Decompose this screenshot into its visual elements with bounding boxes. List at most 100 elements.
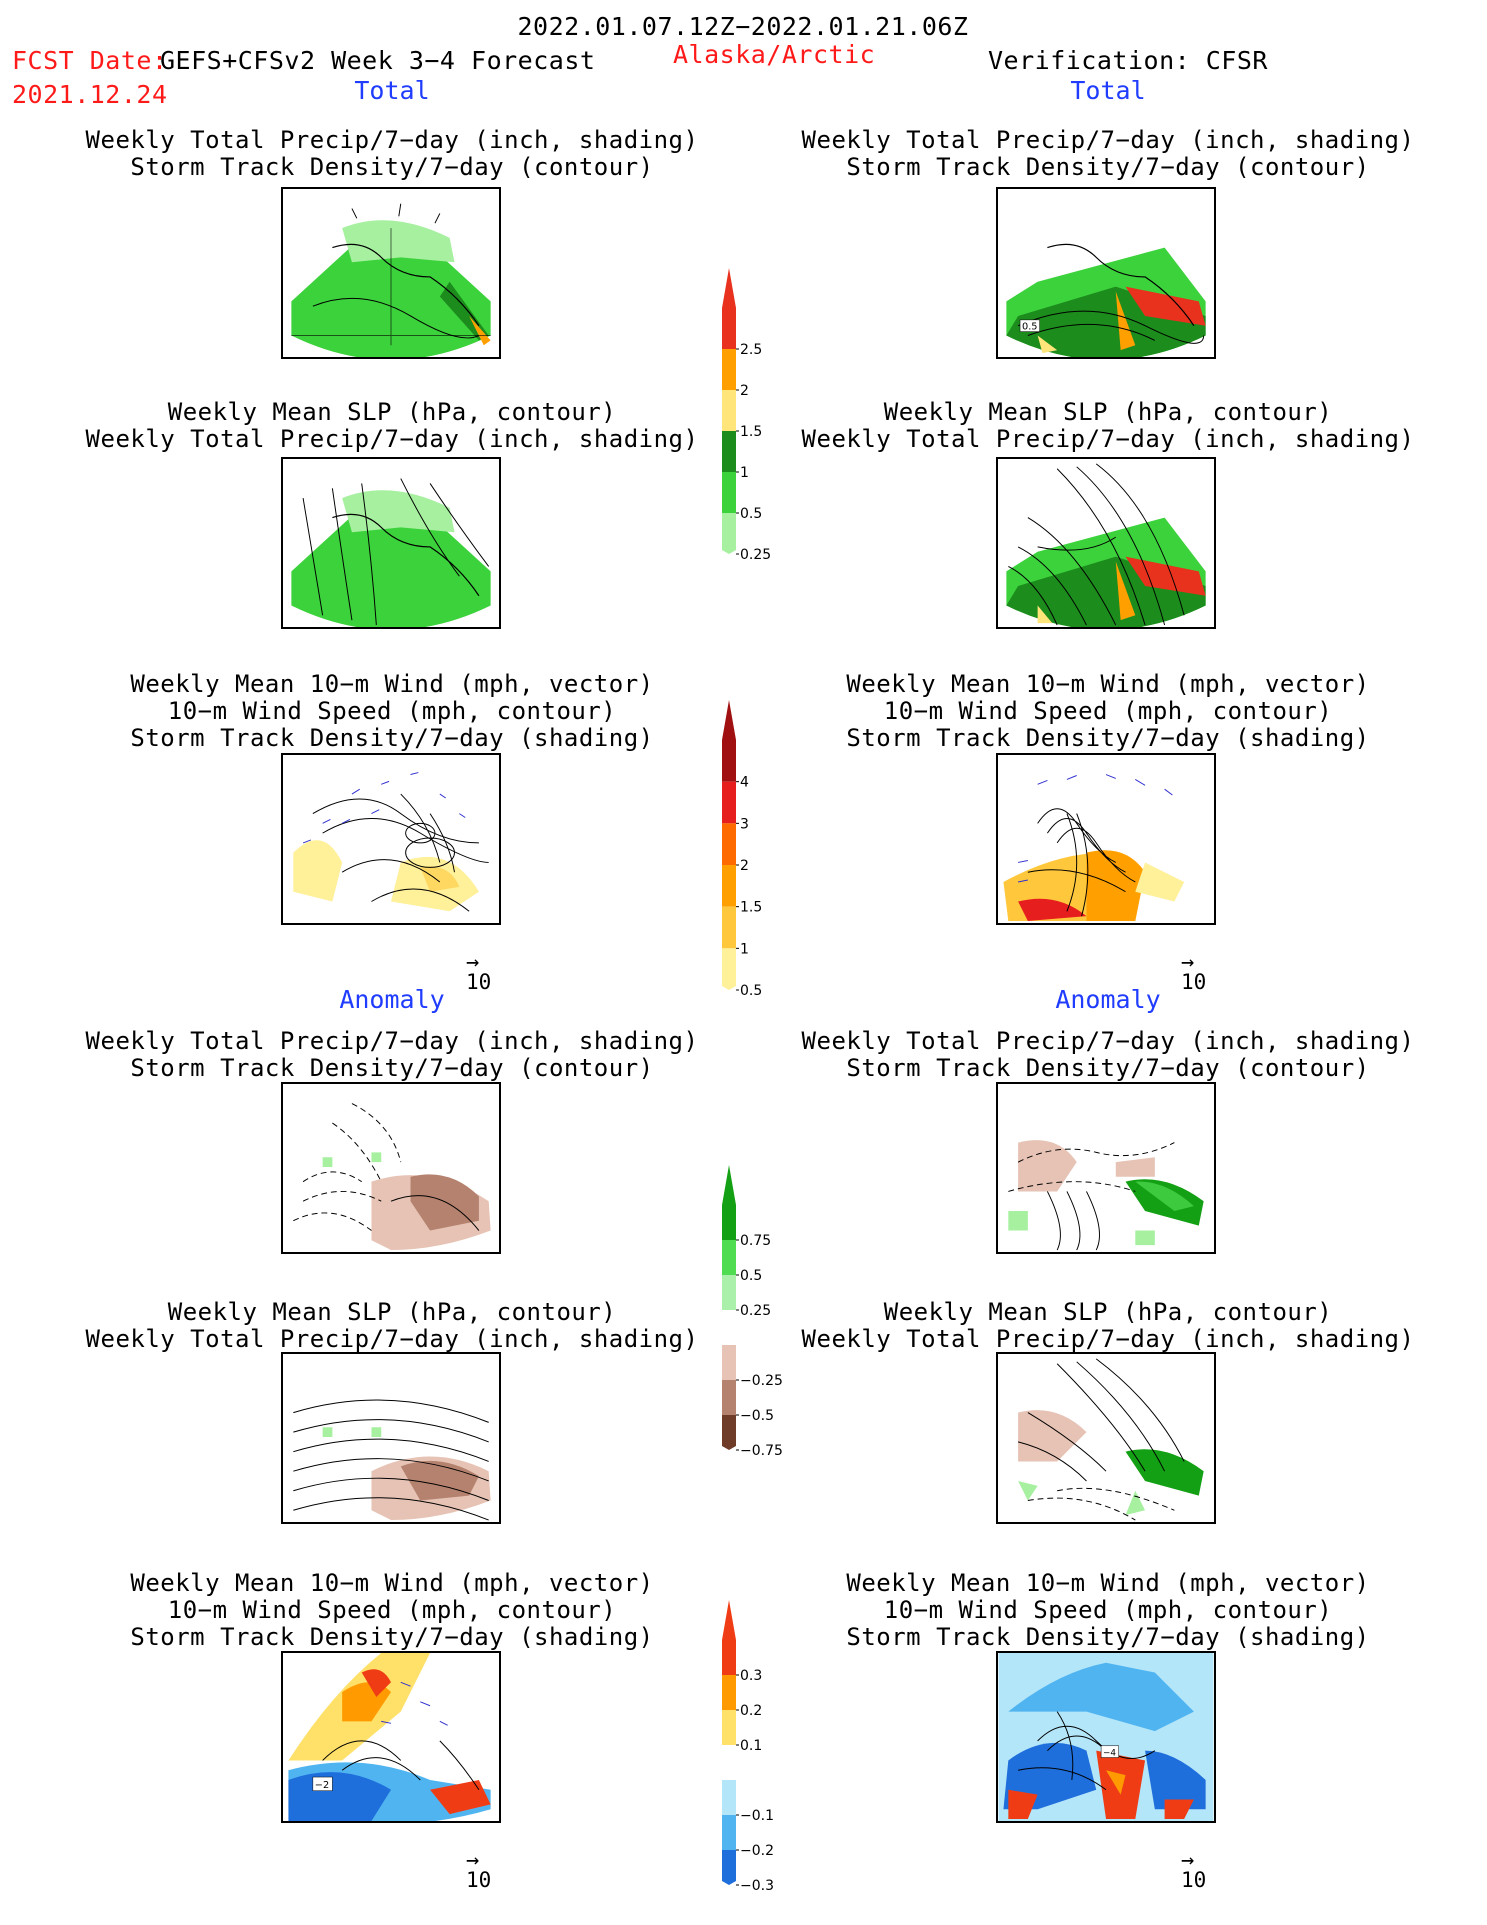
- colorbar-tick-label: 0.25: [740, 1303, 771, 1319]
- panel-label-neg4: −4: [1103, 1749, 1116, 1759]
- title-l6-line1: Weekly Mean 10−m Wind (mph, vector): [130, 1569, 654, 1597]
- title-l3-line1: Weekly Mean 10−m Wind (mph, vector): [130, 670, 654, 698]
- vector-ref-r3: → 10: [1181, 950, 1207, 995]
- colorbar-tick-label: 0.2: [740, 1703, 762, 1719]
- panel-label-0.5: 0.5: [1022, 322, 1038, 333]
- colorbar-tick-label: 0.3: [740, 1668, 762, 1684]
- title-r4-line1: Weekly Total Precip/7−day (inch, shading…: [801, 1027, 1415, 1055]
- colorbar-tick-label: 1.5: [740, 900, 762, 916]
- verification-label: Verification: CFSR: [988, 46, 1268, 75]
- colorbar-tick-label: 0.5: [740, 983, 762, 999]
- colorbar-segment: [722, 431, 736, 472]
- colorbar-tick-label: 3: [740, 816, 749, 832]
- colorbar-tick-label: 0.5: [740, 1268, 762, 1284]
- colorbar-segment: [722, 700, 736, 782]
- colorbar-tick-label: 1: [740, 941, 749, 957]
- colorbar-tick-label: −0.2: [740, 1843, 774, 1859]
- title-r3-line3: Storm Track Density/7−day (shading): [846, 724, 1370, 752]
- colorbar-tick-label: 2: [740, 383, 749, 399]
- colorbar-tick-label: 1.5: [740, 424, 762, 440]
- colorbar-segment: [722, 1275, 736, 1310]
- date-range: 2022.01.07.12Z−2022.01.21.06Z: [517, 12, 969, 41]
- title-l5-line1: Weekly Mean SLP (hPa, contour): [167, 1298, 617, 1326]
- map-anom-precip-verification: [996, 1082, 1216, 1254]
- map-total-slp-verification: [996, 457, 1216, 629]
- section-total-left: Total: [354, 76, 430, 105]
- section-anomaly-left: Anomaly: [339, 985, 445, 1014]
- map-anom-slp-verification: [996, 1352, 1216, 1524]
- title-r2-line2: Weekly Total Precip/7−day (inch, shading…: [801, 425, 1415, 453]
- vector-ref-l3: → 10: [466, 950, 492, 995]
- right-arrow-icon: →: [1181, 1848, 1195, 1873]
- colorbar-segment: [722, 823, 736, 865]
- vector-ref-r6: → 10: [1181, 1848, 1207, 1893]
- colorbar-segment: [722, 1780, 736, 1815]
- right-arrow-icon: →: [466, 950, 480, 975]
- fcst-date-prefix: FCST Date:: [12, 46, 168, 75]
- title-r5-line2: Weekly Total Precip/7−day (inch, shading…: [801, 1325, 1415, 1353]
- colorbar-segment: [722, 1850, 736, 1885]
- colorbar-tick-label: 2.5: [740, 342, 762, 358]
- title-l4-line1: Weekly Total Precip/7−day (inch, shading…: [85, 1027, 699, 1055]
- map-total-precip-forecast: [281, 187, 501, 359]
- colorbar-total-storm-track: 4 3 2 1.5 1 0.5: [718, 700, 808, 999]
- colorbar-segment: [722, 1310, 736, 1345]
- fcst-date-value: 2021.12.24: [12, 80, 168, 109]
- map-anom-wind-forecast: −2: [281, 1651, 501, 1823]
- vector-ref-l6: → 10: [466, 1848, 492, 1893]
- colorbar-tick-label: −0.75: [740, 1443, 783, 1459]
- colorbar-segment: [722, 1745, 736, 1780]
- colorbar-segment: [722, 1345, 736, 1380]
- colorbar-segment: [722, 1380, 736, 1415]
- title-r6-line3: Storm Track Density/7−day (shading): [846, 1623, 1370, 1651]
- title-l4-line2: Storm Track Density/7−day (contour): [130, 1054, 654, 1082]
- colorbar-segment: [722, 1600, 736, 1675]
- colorbar-tick-label: 0.75: [740, 1233, 771, 1249]
- title-r1-line2: Storm Track Density/7−day (contour): [846, 153, 1370, 181]
- map-total-wind-forecast: [281, 753, 501, 925]
- colorbar-segment: [722, 1165, 736, 1240]
- colorbar-segment: [722, 472, 736, 513]
- title-l1-line2: Storm Track Density/7−day (contour): [130, 153, 654, 181]
- colorbar-segment: [722, 268, 736, 349]
- colorbar-tick-label: 2: [740, 858, 749, 874]
- colorbar-anomaly-storm-track: 0.3 0.2 0.1 −0.1 −0.2 −0.3: [718, 1600, 808, 1894]
- colorbar-segment: [722, 1415, 736, 1450]
- region-title: Alaska/Arctic: [673, 40, 876, 69]
- title-r6-line2: 10−m Wind Speed (mph, contour): [883, 1596, 1333, 1624]
- title-l6-line3: Storm Track Density/7−day (shading): [130, 1623, 654, 1651]
- title-l3-line3: Storm Track Density/7−day (shading): [130, 724, 654, 752]
- colorbar-tick-label: 0.5: [740, 506, 762, 522]
- right-arrow-icon: →: [1181, 950, 1195, 975]
- section-anomaly-right: Anomaly: [1055, 985, 1161, 1014]
- title-r6-line1: Weekly Mean 10−m Wind (mph, vector): [846, 1569, 1370, 1597]
- colorbar-tick-label: 1: [740, 465, 749, 481]
- title-r5-line1: Weekly Mean SLP (hPa, contour): [883, 1298, 1333, 1326]
- colorbar-segment: [722, 1815, 736, 1850]
- map-total-precip-verification: 0.5: [996, 187, 1216, 359]
- colorbar-tick-label: −0.1: [740, 1808, 774, 1824]
- title-l2-line2: Weekly Total Precip/7−day (inch, shading…: [85, 425, 699, 453]
- map-total-wind-verification: [996, 753, 1216, 925]
- title-r3-line2: 10−m Wind Speed (mph, contour): [883, 697, 1333, 725]
- title-r3-line1: Weekly Mean 10−m Wind (mph, vector): [846, 670, 1370, 698]
- model-title: GEFS+CFSv2 Week 3−4 Forecast: [160, 46, 596, 75]
- panel-label-neg2: −2: [315, 1780, 329, 1791]
- colorbar-segment: [722, 1675, 736, 1710]
- colorbar-total-precip: 2.5 2 1.5 1 0.5 0.25: [718, 268, 808, 563]
- section-total-right: Total: [1070, 76, 1146, 105]
- title-l3-line2: 10−m Wind Speed (mph, contour): [167, 697, 617, 725]
- colorbar-segment: [722, 513, 736, 554]
- colorbar-segment: [722, 1710, 736, 1745]
- colorbar-anomaly-precip: 0.75 0.5 0.25 −0.25 −0.5 −0.75: [718, 1165, 808, 1459]
- map-anom-precip-forecast: [281, 1082, 501, 1254]
- map-anom-wind-verification: −4: [996, 1651, 1216, 1823]
- title-l2-line1: Weekly Mean SLP (hPa, contour): [167, 398, 617, 426]
- colorbar-tick-label: 4: [740, 775, 749, 791]
- colorbar-segment: [722, 781, 736, 824]
- right-arrow-icon: →: [466, 1848, 480, 1873]
- title-l1-line1: Weekly Total Precip/7−day (inch, shading…: [85, 126, 699, 154]
- title-l6-line2: 10−m Wind Speed (mph, contour): [167, 1596, 617, 1624]
- colorbar-tick-label: −0.25: [740, 1373, 783, 1389]
- colorbar-segment: [722, 390, 736, 431]
